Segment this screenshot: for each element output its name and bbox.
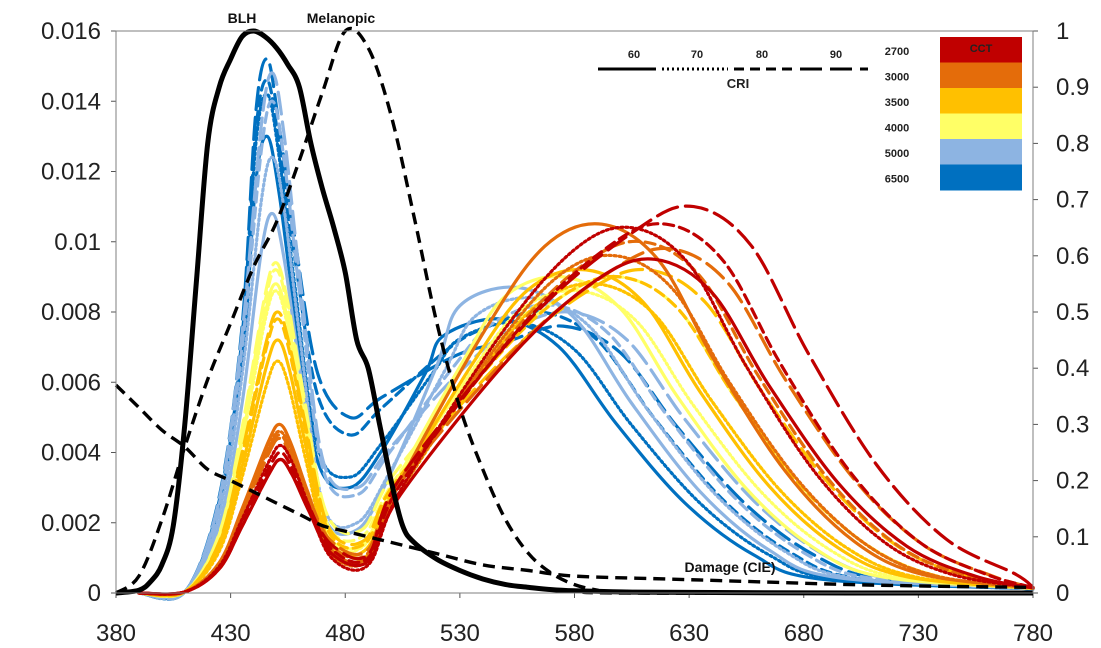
y-left-tick-label: 0 (88, 580, 101, 607)
cct-swatch-4000 (940, 113, 1022, 140)
series-line-2700-cri60 (137, 257, 1035, 596)
legend: 60 70 80 90 CRI 2700 3000 3500 4000 5000 6500… (598, 37, 1022, 191)
cct-swatch-3000 (940, 62, 1022, 89)
tick-layer: 380 430 480 530 580 630 680 730 78000.0020.0040.… (41, 18, 1089, 647)
y-left-tick-label: 0.006 (41, 369, 101, 396)
damage-label: Damage (CIE) (684, 559, 775, 575)
y-right-tick-label: 0 (1056, 580, 1069, 607)
y-right-tick-label: 0.2 (1056, 468, 1089, 495)
cri-legend: 60 70 80 90 CRI (598, 49, 868, 91)
y-right-tick-label: 1 (1056, 18, 1069, 45)
cri-label-80: 80 (756, 49, 768, 61)
x-tick-label: 730 (898, 620, 938, 647)
cct-label-2700: 2700 (885, 46, 909, 58)
series-line-3000-cri70 (137, 253, 1035, 596)
plot-frame (115, 30, 1034, 594)
y-right-tick-label: 0.5 (1056, 299, 1089, 326)
axes-layer (115, 30, 1034, 594)
blh-label: BLH (228, 10, 257, 26)
cri-label-90: 90 (830, 49, 842, 61)
x-tick-label: 430 (211, 620, 251, 647)
cct-title: CCT (970, 43, 993, 55)
series-line-3500-cri90 (137, 267, 1035, 598)
series-line-2700-cri90 (137, 204, 1035, 596)
y-left-tick-label: 0.014 (41, 88, 101, 115)
reference-curve-melanopic (114, 26, 1034, 595)
y-left-tick-label: 0.004 (41, 440, 101, 467)
y-right-tick-label: 0.8 (1056, 130, 1089, 157)
cct-label-3000: 3000 (885, 72, 909, 84)
y-right-tick-label: 0.7 (1056, 187, 1089, 214)
y-left-tick-label: 0.002 (41, 510, 101, 537)
cct-legend: 2700 3000 3500 4000 5000 6500 CCT (885, 37, 1022, 191)
reference-curve-damage-cie (114, 383, 1034, 590)
cri-title: CRI (727, 76, 749, 91)
series-line-3000-cri60 (137, 222, 1035, 597)
y-left-tick-label: 0.01 (54, 229, 101, 256)
series-line-5000-cri70 (137, 155, 1035, 600)
reference-layer (114, 26, 1034, 596)
cct-label-6500: 6500 (885, 174, 909, 186)
y-right-tick-label: 0.3 (1056, 411, 1089, 438)
y-left-tick-label: 0.016 (41, 18, 101, 45)
x-tick-label: 630 (669, 620, 709, 647)
reference-curve-blh (115, 28, 1034, 596)
y-right-tick-label: 0.1 (1056, 524, 1089, 551)
cct-swatch-3500 (940, 88, 1022, 114)
y-right-tick-label: 0.4 (1056, 355, 1089, 382)
y-left-tick-label: 0.012 (41, 159, 101, 186)
cri-label-60: 60 (628, 49, 640, 61)
series-line-4000-cri90 (137, 261, 1035, 599)
cct-label-5000: 5000 (885, 148, 909, 160)
x-tick-label: 780 (1013, 620, 1053, 647)
series-line-5000-cri90 (137, 71, 1035, 601)
series-layer (137, 57, 1035, 601)
x-tick-label: 480 (325, 620, 365, 647)
x-tick-label: 580 (554, 620, 594, 647)
x-tick-label: 680 (784, 620, 824, 647)
cct-swatch-6500 (940, 164, 1022, 191)
y-right-tick-label: 0.6 (1056, 243, 1089, 270)
x-tick-label: 380 (96, 620, 136, 647)
cri-label-70: 70 (691, 49, 703, 61)
cct-label-3500: 3500 (885, 97, 909, 109)
cct-swatch-5000 (940, 139, 1022, 165)
y-right-tick-label: 0.9 (1056, 74, 1089, 101)
cct-swatch-2700 (940, 37, 1022, 63)
melanopic-label: Melanopic (307, 10, 376, 26)
cct-label-4000: 4000 (885, 123, 909, 135)
series-line-2700-cri80 (137, 222, 1035, 596)
x-tick-label: 530 (440, 620, 480, 647)
y-left-tick-label: 0.008 (41, 299, 101, 326)
